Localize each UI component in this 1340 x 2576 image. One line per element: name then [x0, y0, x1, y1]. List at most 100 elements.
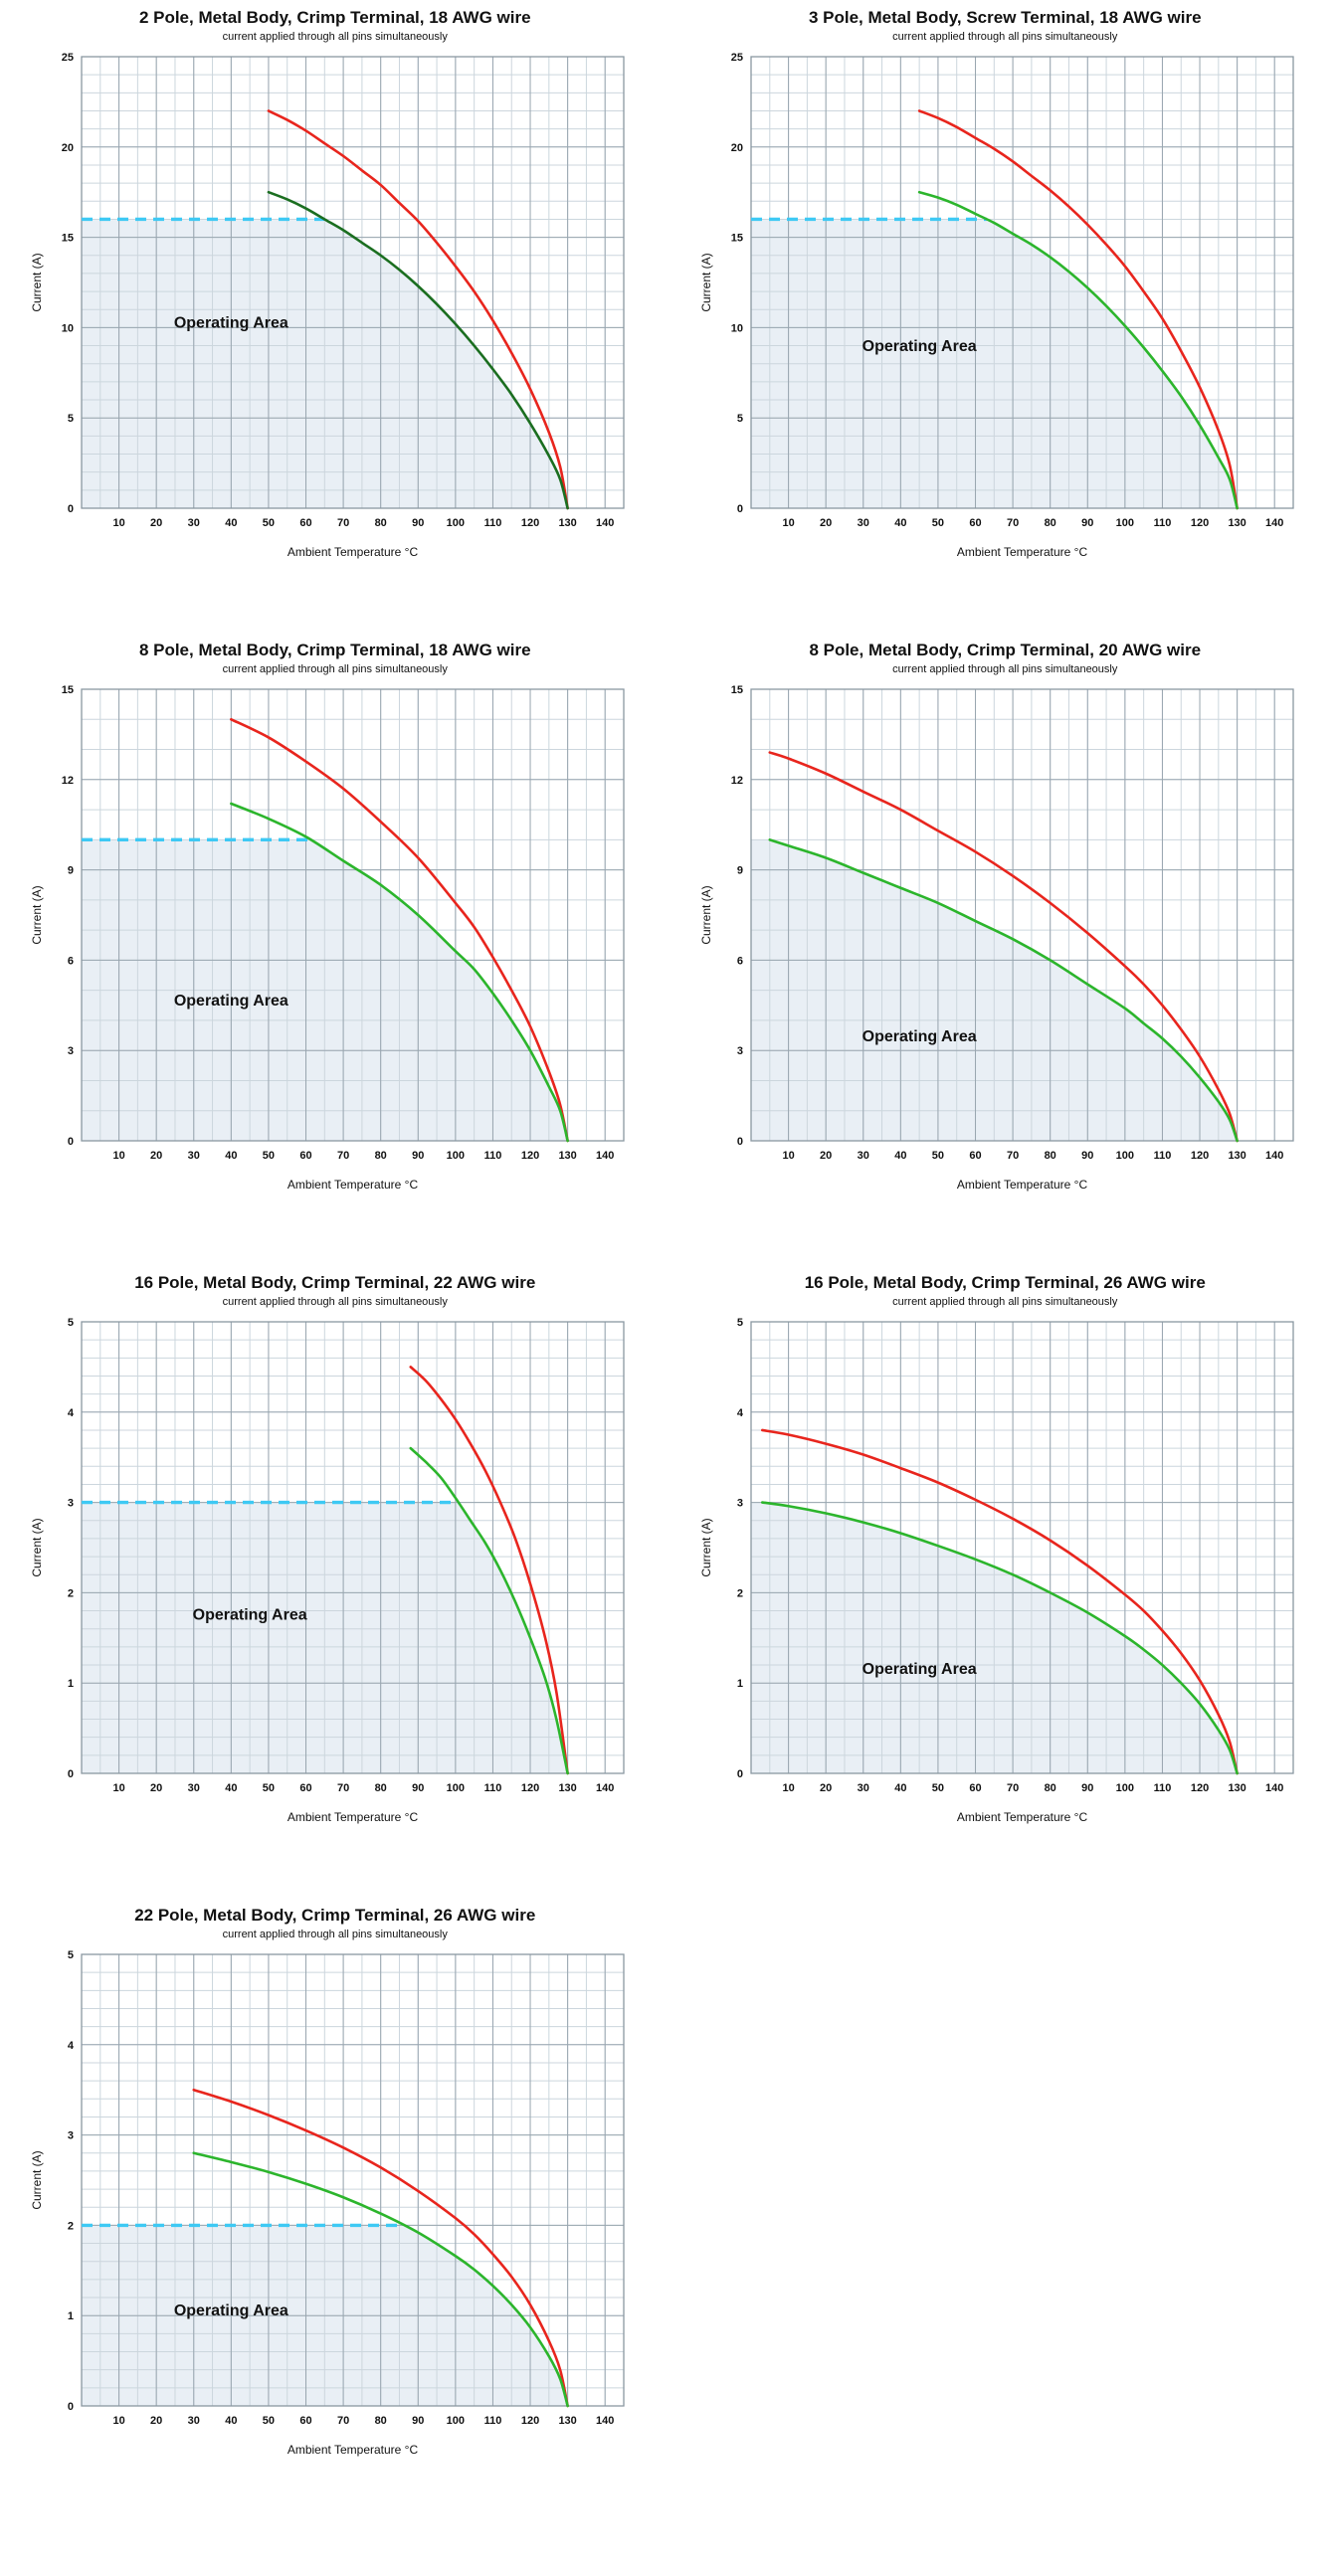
x-tick-label: 10 [112, 517, 124, 529]
derating-chart: 16 Pole, Metal Body, Crimp Terminal, 26 … [696, 1273, 1313, 1834]
x-tick-label: 100 [446, 2415, 464, 2427]
y-tick-label: 3 [737, 1498, 743, 1510]
chart-subtitle: current applied through all pins simulta… [892, 663, 1118, 675]
x-tick-label: 50 [932, 1150, 944, 1162]
x-tick-label: 80 [1045, 517, 1056, 529]
x-tick-label: 40 [894, 1782, 906, 1794]
x-tick-label: 70 [337, 517, 349, 529]
x-tick-label: 90 [412, 1150, 424, 1162]
x-tick-label: 140 [1265, 1150, 1283, 1162]
y-tick-label: 5 [68, 1317, 74, 1329]
chart-subtitle: current applied through all pins simulta… [222, 1929, 448, 1940]
y-axis-label: Current (A) [30, 885, 44, 944]
x-tick-label: 140 [596, 2415, 614, 2427]
derated-current-curve [229, 802, 569, 1143]
x-tick-label: 90 [1081, 1782, 1093, 1794]
y-tick-label: 4 [68, 1407, 75, 1419]
x-axis-label: Ambient Temperature °C [957, 545, 1088, 559]
max-current-curve [267, 109, 569, 510]
chart-title: 16 Pole, Metal Body, Crimp Terminal, 22 … [134, 1273, 536, 1292]
chart-title: 2 Pole, Metal Body, Crimp Terminal, 18 A… [138, 8, 531, 27]
chart-plot: 10 20 30 40 50 60 70 80 90 100 110 120 130 140 0 5 10 15 2… [30, 52, 625, 559]
x-tick-label: 120 [521, 1782, 539, 1794]
x-axis-label: Ambient Temperature °C [287, 1810, 419, 1824]
y-tick-label: 1 [737, 1678, 743, 1690]
y-tick-label: 15 [731, 233, 743, 245]
chart-title: 8 Pole, Metal Body, Crimp Terminal, 18 A… [138, 641, 531, 659]
y-tick-label: 20 [62, 142, 74, 154]
plot-frame [750, 1321, 1294, 1774]
x-tick-label: 110 [1154, 1150, 1172, 1162]
y-tick-label: 15 [62, 233, 74, 245]
x-tick-label: 50 [263, 1150, 275, 1162]
y-axis-label: Current (A) [30, 253, 44, 311]
derated-current-curve [192, 2151, 569, 2408]
charts-grid: 2 Pole, Metal Body, Crimp Terminal, 18 A… [27, 8, 1313, 2467]
chart-plot: 10 20 30 40 50 60 70 80 90 100 110 120 130 140 0 1 2 3 4 5 A… [699, 1317, 1294, 1824]
x-tick-label: 50 [932, 1782, 944, 1794]
x-tick-label: 80 [1045, 1782, 1056, 1794]
x-tick-label: 110 [483, 1150, 501, 1162]
x-tick-label: 40 [894, 517, 906, 529]
y-tick-label: 2 [737, 1587, 743, 1599]
max-current-curve [192, 2088, 569, 2408]
max-current-curve [918, 109, 1240, 510]
x-tick-label: 30 [187, 1150, 199, 1162]
x-axis-label: Ambient Temperature °C [957, 1810, 1088, 1824]
y-tick-label: 5 [737, 1317, 743, 1329]
y-tick-label: 1 [68, 2310, 74, 2322]
x-tick-label: 30 [187, 517, 199, 529]
x-tick-label: 60 [299, 2415, 311, 2427]
chart-plot: 10 20 30 40 50 60 70 80 90 100 110 120 130 140 0 1 2 3 4 5 A… [30, 1317, 625, 1824]
x-tick-label: 20 [150, 1782, 162, 1794]
y-tick-label: 0 [737, 1768, 743, 1780]
grid-major [751, 1322, 1294, 1773]
x-tick-label: 110 [1154, 1782, 1172, 1794]
x-tick-label: 130 [1229, 1150, 1246, 1162]
y-tick-label: 4 [68, 2040, 75, 2052]
derated-current-curve [409, 1446, 569, 1775]
x-tick-label: 70 [1007, 517, 1019, 529]
y-tick-label: 0 [68, 503, 74, 515]
x-tick-label: 100 [1116, 1782, 1134, 1794]
derating-chart: 8 Pole, Metal Body, Crimp Terminal, 20 A… [696, 641, 1313, 1201]
x-tick-label: 90 [412, 2415, 424, 2427]
x-tick-label: 130 [558, 1782, 576, 1794]
y-axis-label: Current (A) [699, 885, 713, 944]
y-tick-label: 0 [737, 1136, 743, 1148]
x-tick-label: 70 [1007, 1150, 1019, 1162]
plot-frame [750, 56, 1294, 509]
y-tick-label: 12 [62, 775, 74, 787]
x-tick-label: 80 [374, 1782, 386, 1794]
y-tick-label: 0 [68, 2401, 74, 2413]
x-tick-label: 60 [970, 517, 982, 529]
y-tick-label: 6 [68, 955, 74, 967]
x-tick-label: 120 [521, 1150, 539, 1162]
x-tick-label: 90 [1081, 1150, 1093, 1162]
chart-title: 22 Pole, Metal Body, Crimp Terminal, 26 … [134, 1906, 536, 1925]
y-tick-label: 9 [737, 865, 743, 877]
x-tick-label: 50 [263, 2415, 275, 2427]
x-tick-label: 40 [225, 1150, 237, 1162]
derating-chart: 22 Pole, Metal Body, Crimp Terminal, 26 … [27, 1906, 644, 2467]
x-axis-label: Ambient Temperature °C [287, 545, 419, 559]
y-tick-label: 4 [737, 1407, 744, 1419]
chart-title: 16 Pole, Metal Body, Crimp Terminal, 26 … [804, 1273, 1206, 1292]
x-tick-label: 140 [596, 1782, 614, 1794]
y-tick-label: 12 [731, 775, 743, 787]
x-tick-label: 70 [337, 1782, 349, 1794]
chart-title: 3 Pole, Metal Body, Screw Terminal, 18 A… [808, 8, 1202, 27]
y-tick-label: 9 [68, 865, 74, 877]
chart-plot: 10 20 30 40 50 60 70 80 90 100 110 120 130 140 0 3 6 9 12 1… [30, 684, 625, 1192]
x-tick-label: 140 [1265, 1782, 1283, 1794]
y-axis-label: Current (A) [30, 2150, 44, 2209]
x-tick-label: 120 [1191, 1150, 1209, 1162]
y-tick-label: 15 [731, 684, 743, 696]
chart-plot: 10 20 30 40 50 60 70 80 90 100 110 120 130 140 0 3 6 9 12 1… [699, 684, 1294, 1192]
x-tick-label: 130 [1229, 1782, 1246, 1794]
y-tick-label: 3 [68, 1045, 74, 1057]
derating-chart: 3 Pole, Metal Body, Screw Terminal, 18 A… [696, 8, 1313, 569]
y-tick-label: 3 [68, 2130, 74, 2142]
x-tick-label: 40 [225, 517, 237, 529]
chart-title: 8 Pole, Metal Body, Crimp Terminal, 20 A… [809, 641, 1202, 659]
